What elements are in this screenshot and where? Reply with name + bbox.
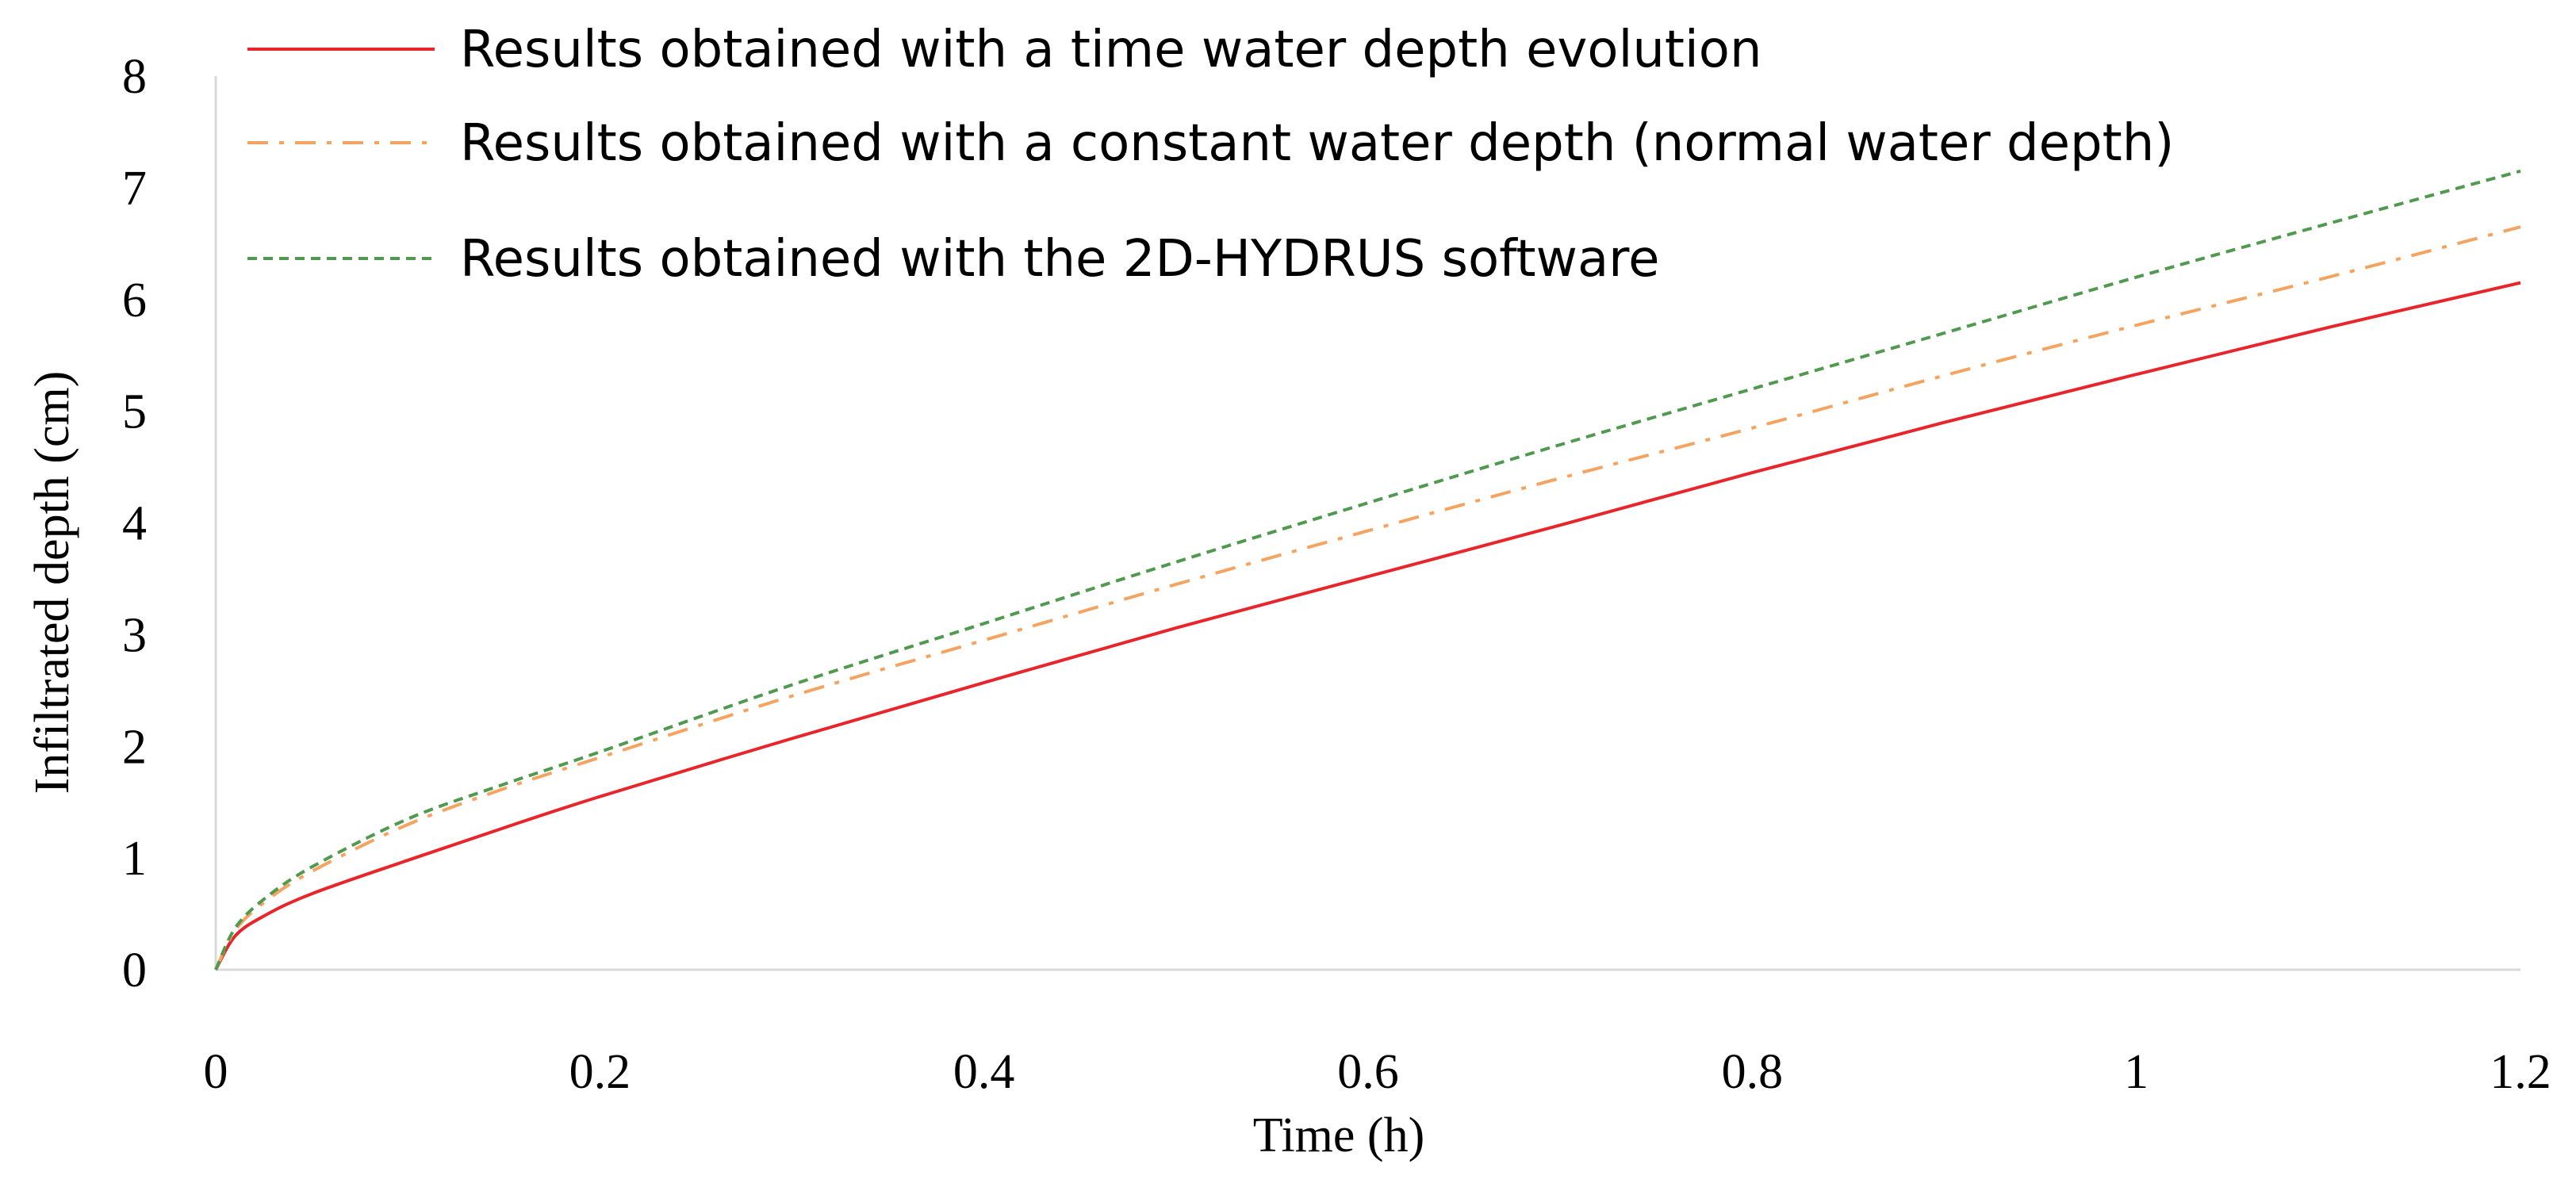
series-line-3 — [214, 169, 2521, 971]
legend-label-2: Results obtained with a constant water d… — [460, 114, 2174, 173]
x-tick-label: 0.2 — [569, 1045, 631, 1099]
x-tick-label: 1 — [2124, 1045, 2149, 1099]
legend-label-1: Results obtained with a time water depth… — [460, 21, 1762, 79]
y-tick-label: 7 — [122, 162, 147, 216]
x-tick-labels: 0 0.2 0.4 0.6 0.8 1 1.2 — [204, 1045, 2551, 1099]
x-axis-title: Time (h) — [1253, 1109, 1424, 1162]
y-tick-label: 0 — [122, 944, 147, 997]
y-tick-label: 3 — [122, 608, 147, 662]
x-tick-label: 1.2 — [2490, 1045, 2551, 1099]
y-tick-label: 2 — [122, 720, 147, 774]
series-line-2 — [214, 225, 2521, 971]
x-tick-label: 0.6 — [1337, 1045, 1399, 1099]
legend-label-3: Results obtained with the 2D-HYDRUS soft… — [460, 230, 1659, 289]
x-tick-label: 0.8 — [1722, 1045, 1784, 1099]
series-line-1 — [214, 281, 2521, 971]
y-tick-label: 5 — [122, 385, 147, 439]
y-axis-title: Infiltrated depth (cm) — [25, 371, 79, 795]
y-tick-label: 8 — [122, 50, 147, 104]
x-tick-label: 0.4 — [953, 1045, 1015, 1099]
y-tick-labels: 0 1 2 3 4 5 6 7 8 — [122, 50, 147, 997]
y-tick-label: 4 — [122, 497, 147, 551]
legend: Results obtained with a time water depth… — [247, 21, 2174, 289]
series-lines — [214, 169, 2521, 971]
x-tick-label: 0 — [204, 1045, 228, 1099]
y-tick-label: 1 — [122, 832, 147, 886]
y-tick-label: 6 — [122, 274, 147, 327]
